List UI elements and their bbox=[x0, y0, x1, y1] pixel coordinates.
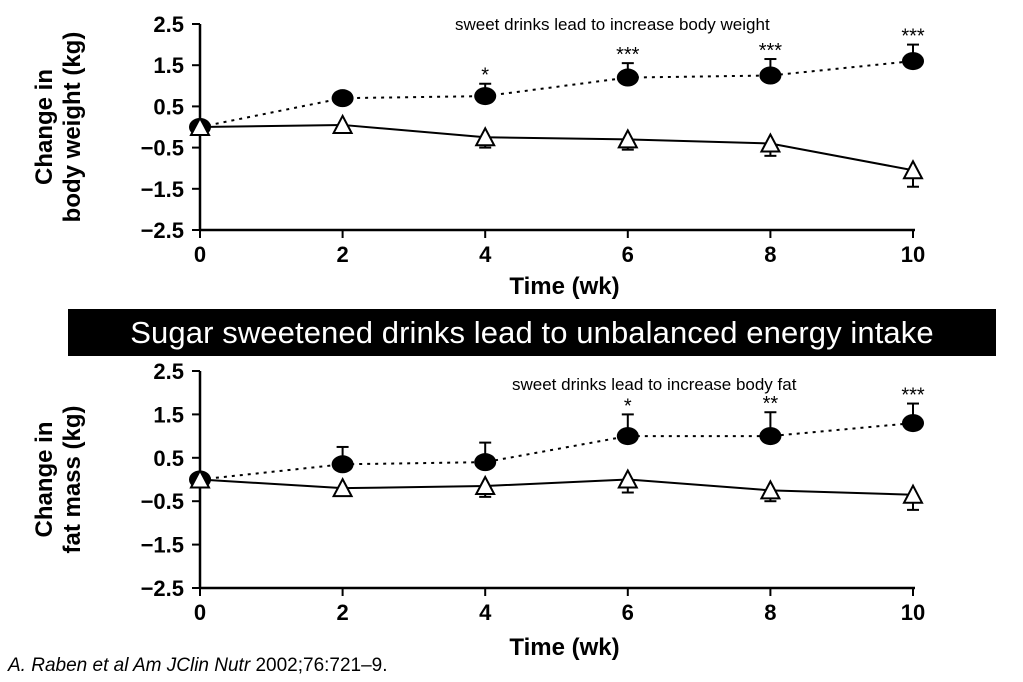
citation: A. Raben et al Am JClin Nutr 2002;76:721… bbox=[8, 655, 388, 677]
data-point bbox=[759, 132, 782, 153]
x-tick-label: 4 bbox=[479, 600, 492, 625]
y-tick-label: 0.5 bbox=[153, 94, 184, 119]
data-point bbox=[331, 89, 354, 108]
y-tick-label: −2.5 bbox=[141, 218, 184, 243]
data-point bbox=[759, 427, 782, 446]
significance-label: ** bbox=[763, 393, 779, 415]
data-point bbox=[902, 52, 924, 71]
y-tick-label: −0.5 bbox=[141, 136, 184, 161]
data-point bbox=[759, 66, 782, 85]
x-tick-label: 6 bbox=[622, 600, 634, 625]
data-point bbox=[902, 483, 924, 504]
data-point bbox=[474, 87, 497, 106]
y-tick-label: 2.5 bbox=[153, 12, 184, 37]
y-tick-label: −0.5 bbox=[141, 489, 184, 514]
data-point bbox=[331, 455, 354, 474]
banner-title: Sugar sweetened drinks lead to unbalance… bbox=[68, 309, 996, 356]
significance-label: *** bbox=[901, 26, 925, 48]
data-point bbox=[616, 68, 639, 87]
y-axis-label: Change in body weight (kg) bbox=[31, 32, 86, 223]
data-point bbox=[331, 113, 354, 134]
y-tick-label: −1.5 bbox=[141, 177, 184, 202]
series-1: **** ****** bbox=[189, 26, 925, 136]
x-tick-label: 8 bbox=[764, 242, 776, 267]
data-point bbox=[617, 468, 639, 489]
series-line bbox=[199, 60, 914, 128]
data-point bbox=[902, 159, 924, 180]
significance-label: *** bbox=[759, 40, 783, 62]
y-axis-label-line2: fat mass (kg) bbox=[59, 405, 86, 553]
y-tick-label: 1.5 bbox=[153, 53, 184, 78]
y-tick-label: 2.5 bbox=[153, 359, 184, 384]
data-point bbox=[474, 474, 496, 496]
x-tick-label: 0 bbox=[194, 242, 206, 267]
series-line bbox=[199, 123, 914, 172]
significance-label: * bbox=[624, 395, 632, 417]
series-2 bbox=[189, 468, 924, 511]
x-axis-label: Time (wk) bbox=[509, 273, 619, 300]
chart-annotation: sweet drinks lead to increase body fat bbox=[512, 375, 797, 394]
data-point bbox=[759, 479, 782, 500]
significance-label: *** bbox=[901, 385, 925, 407]
x-tick-label: 10 bbox=[901, 600, 925, 625]
data-point bbox=[189, 468, 211, 489]
y-tick-label: −2.5 bbox=[141, 576, 184, 601]
data-point bbox=[617, 128, 639, 149]
data-point bbox=[474, 126, 496, 147]
y-tick-label: −1.5 bbox=[141, 533, 184, 558]
y-axis-label: Change in fat mass (kg) bbox=[31, 405, 86, 553]
data-point bbox=[474, 453, 497, 472]
x-tick-label: 8 bbox=[764, 600, 776, 625]
data-point bbox=[189, 115, 211, 136]
series-line bbox=[199, 422, 914, 481]
data-point bbox=[902, 414, 924, 433]
y-axis-label-line1: Change in bbox=[31, 421, 58, 537]
significance-label: * bbox=[481, 65, 489, 87]
x-tick-label: 0 bbox=[194, 600, 206, 625]
y-axis-label-line1: Change in bbox=[31, 69, 58, 185]
y-tick-label: 1.5 bbox=[153, 402, 184, 427]
chart-annotation: sweet drinks lead to increase body weigh… bbox=[455, 15, 770, 34]
x-tick-label: 4 bbox=[479, 242, 492, 267]
x-axis-label: Time (wk) bbox=[509, 634, 619, 661]
significance-label: *** bbox=[616, 44, 640, 66]
y-axis-label-line2: body weight (kg) bbox=[59, 32, 86, 223]
citation-ref: 2002;76:721–9. bbox=[250, 655, 388, 676]
data-point bbox=[616, 427, 639, 446]
x-tick-label: 10 bbox=[901, 242, 925, 267]
series-line bbox=[199, 478, 914, 496]
chart-panel-1: 2.5 1.5 0.5 −0.5 −1.5 −2.5 0 2 4 6 8 10 Time (wk) Cha… bbox=[31, 12, 925, 300]
series-2 bbox=[189, 113, 924, 188]
x-tick-label: 6 bbox=[622, 242, 634, 267]
chart-panel-2: 2.5 1.5 0.5 −0.5 −1.5 −2.5 0 2 4 6 8 10 Time (wk) Cha… bbox=[31, 359, 925, 661]
series-1: * ** *** bbox=[189, 385, 925, 489]
data-point bbox=[331, 477, 354, 498]
x-tick-label: 2 bbox=[336, 242, 348, 267]
y-tick-label: 0.5 bbox=[153, 446, 184, 471]
citation-authors: A. Raben et al Am JClin Nutr bbox=[8, 655, 251, 676]
x-tick-label: 2 bbox=[336, 600, 348, 625]
